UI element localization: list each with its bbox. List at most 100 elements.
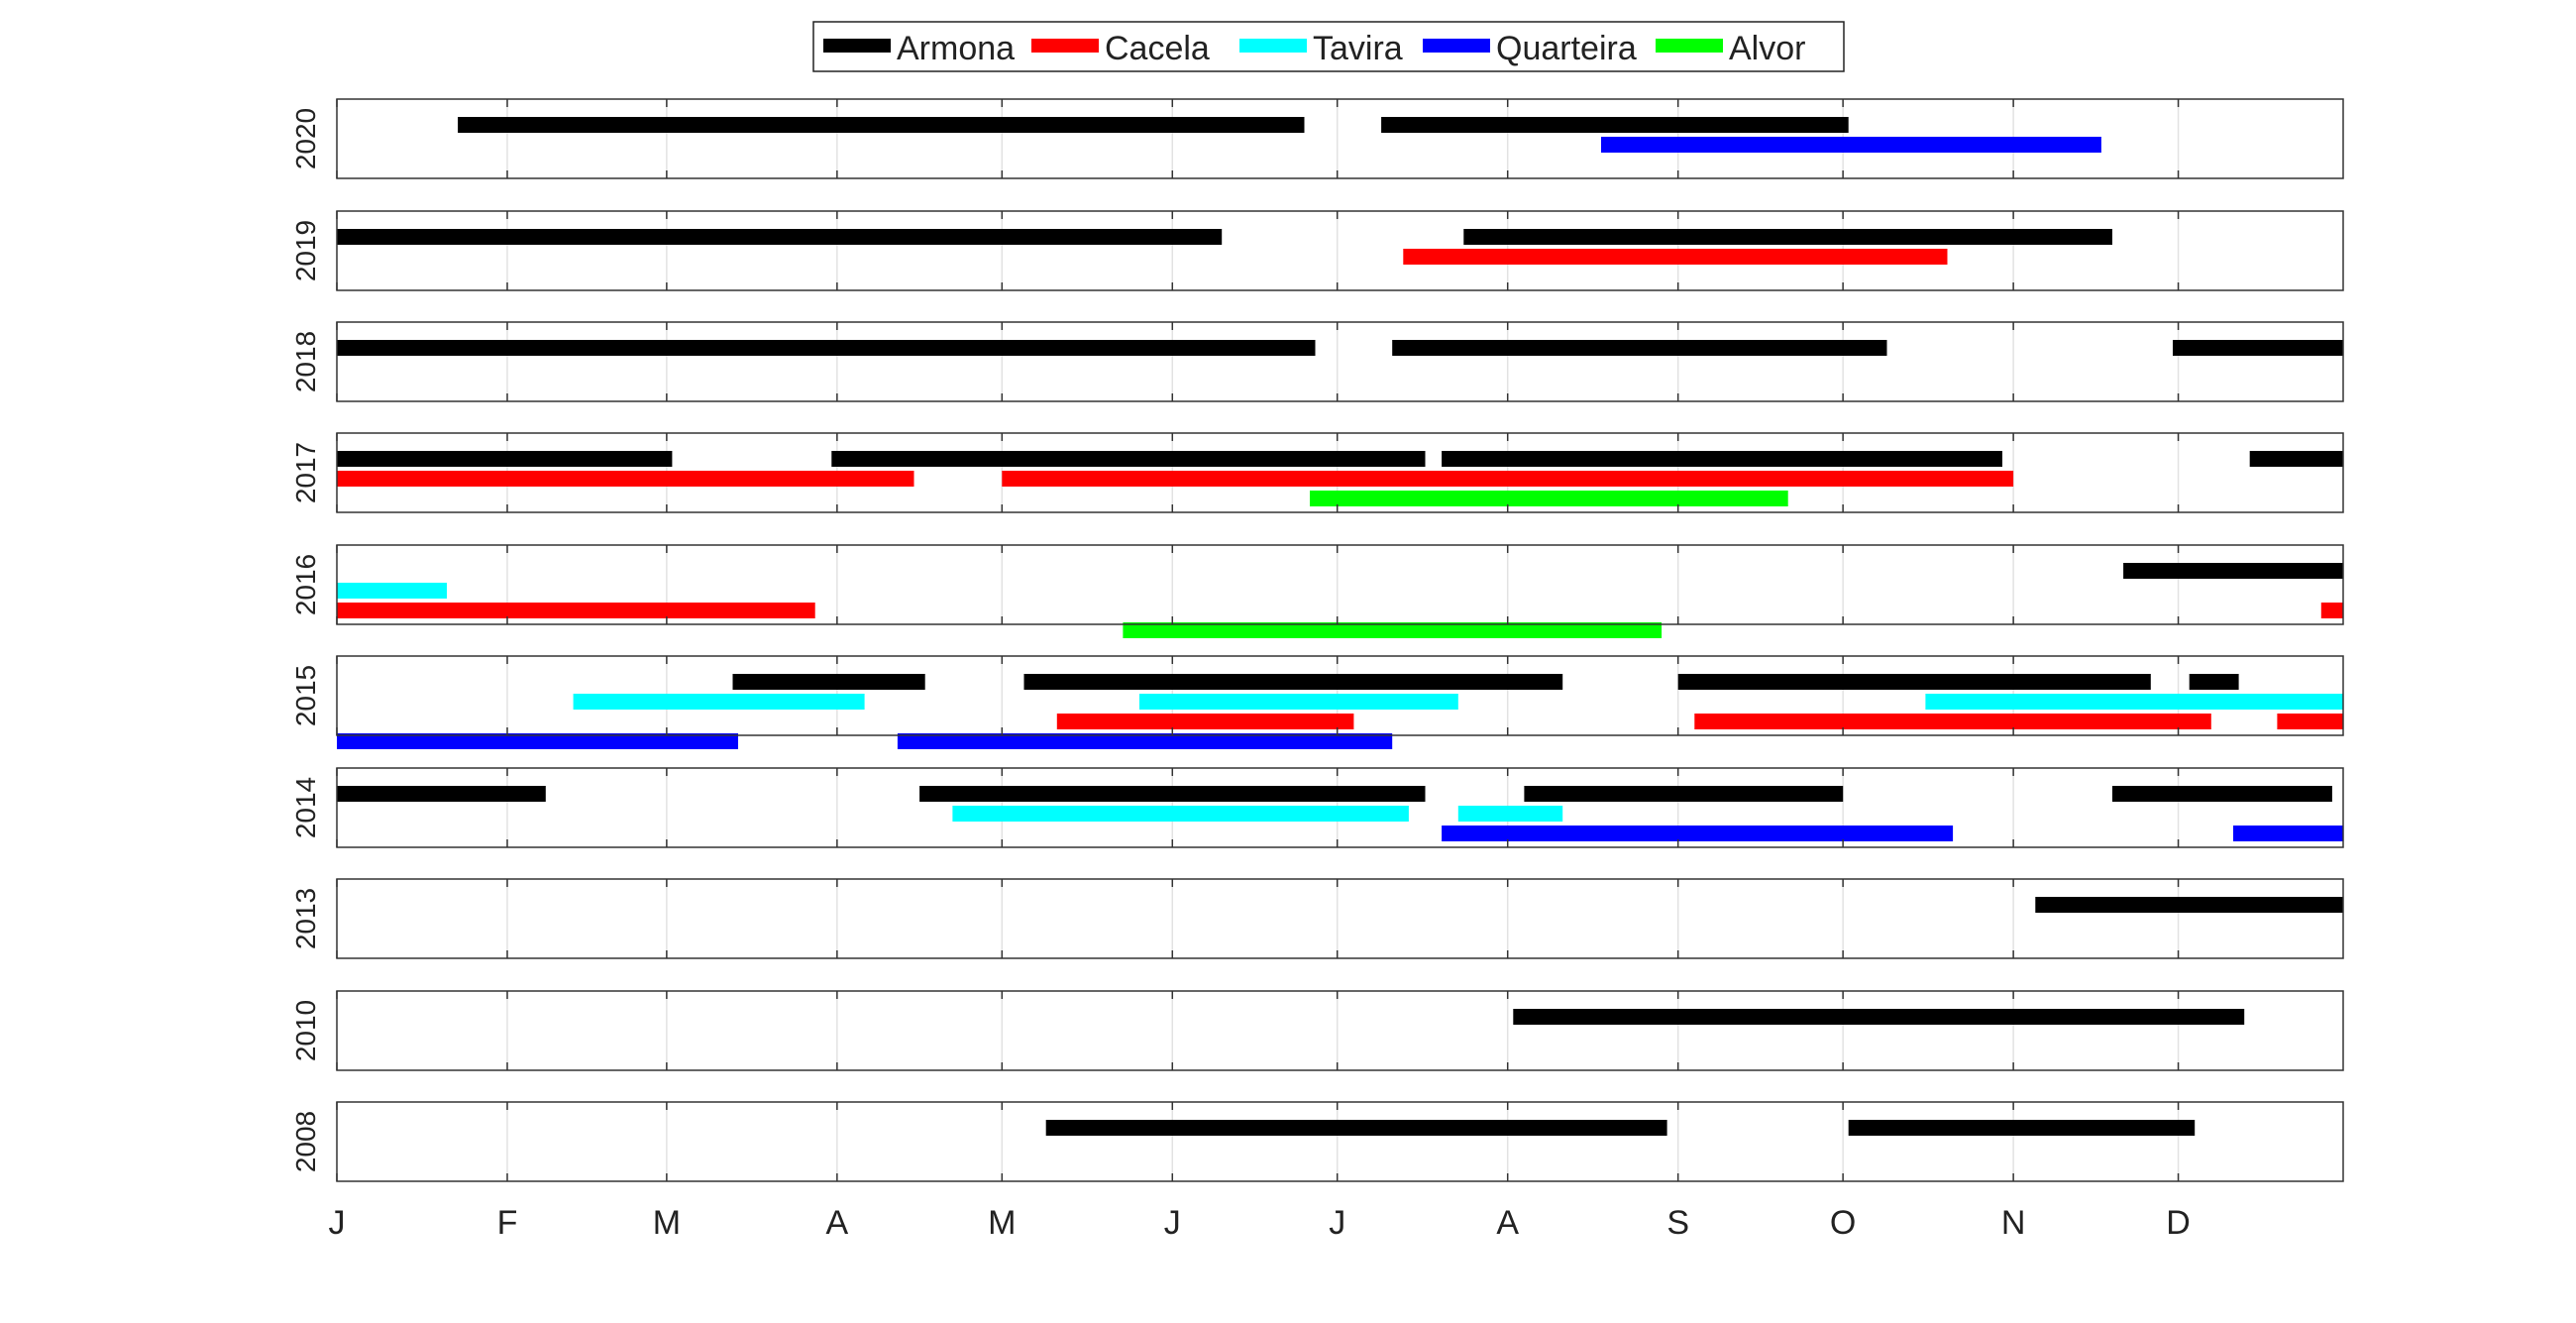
bar-tavira — [1925, 694, 2343, 710]
panel-2018: 2018 — [290, 321, 2344, 402]
bar-alvor — [1123, 622, 1663, 638]
bar-tavira — [1139, 694, 1458, 710]
legend-swatch-alvor — [1656, 39, 1723, 53]
bar-armona — [1023, 674, 1563, 690]
bar-cacela — [1056, 714, 1354, 729]
bar-armona — [337, 451, 673, 467]
x-tick-label: J — [1164, 1204, 1181, 1242]
bar-alvor — [1310, 491, 1788, 506]
bar-armona — [1677, 674, 2151, 690]
bar-armona — [1392, 340, 1887, 356]
bar-tavira — [573, 694, 865, 710]
panel-frame — [336, 655, 2344, 736]
panel-frame — [336, 98, 2344, 179]
year-label: 2018 — [290, 331, 321, 392]
legend-swatch-armona — [823, 39, 891, 53]
panel-frame — [336, 878, 2344, 959]
legend-label-tavira: Tavira — [1313, 30, 1403, 67]
bar-armona — [2189, 674, 2239, 690]
bar-armona — [1442, 451, 2002, 467]
bar-armona — [2123, 563, 2343, 579]
panel-2017: 2017 — [290, 432, 2344, 513]
bar-tavira — [337, 583, 447, 599]
bar-armona — [337, 229, 1223, 245]
panel-background — [337, 1102, 2343, 1181]
legend-swatch-quarteira — [1423, 39, 1490, 53]
bar-cacela — [337, 471, 914, 487]
year-label: 2015 — [290, 665, 321, 726]
year-label: 2017 — [290, 442, 321, 503]
bar-quarteira — [1601, 137, 2101, 153]
x-tick-label: M — [988, 1204, 1016, 1242]
legend-label-cacela: Cacela — [1105, 30, 1210, 67]
year-label: 2016 — [290, 554, 321, 615]
year-label: 2010 — [290, 1000, 321, 1061]
legend-swatch-cacela — [1031, 39, 1099, 53]
bar-armona — [1513, 1009, 2245, 1025]
panel-2014: 2014 — [290, 767, 2344, 848]
bar-armona — [2035, 897, 2343, 913]
bar-cacela — [337, 603, 815, 618]
bar-armona — [1524, 786, 1844, 802]
panel-2019: 2019 — [290, 210, 2344, 291]
bar-cacela — [1403, 249, 1948, 265]
bar-armona — [337, 786, 546, 802]
x-tick-label: O — [1830, 1204, 1856, 1242]
x-tick-label: S — [1666, 1204, 1689, 1242]
panel-2015: 2015 — [290, 655, 2344, 749]
bar-armona — [2249, 451, 2343, 467]
x-tick-label: M — [653, 1204, 681, 1242]
x-tick-label: D — [2166, 1204, 2191, 1242]
panel-2020: 2020 — [290, 98, 2344, 179]
panel-background — [337, 322, 2343, 401]
bar-armona — [732, 674, 925, 690]
x-tick-label: A — [1496, 1204, 1519, 1242]
bar-cacela — [2320, 603, 2343, 618]
panel-2008: 2008 — [290, 1101, 2344, 1182]
panel-frame — [336, 210, 2344, 291]
x-tick-label: A — [826, 1204, 849, 1242]
panel-background — [337, 211, 2343, 290]
panel-background — [337, 879, 2343, 958]
bar-quarteira — [1442, 826, 1954, 841]
panel-frame — [336, 432, 2344, 513]
bar-quarteira — [897, 733, 1393, 749]
bar-tavira — [952, 806, 1409, 822]
panel-frame — [336, 321, 2344, 402]
panel-background — [337, 991, 2343, 1070]
bar-armona — [2173, 340, 2343, 356]
bar-armona — [1381, 117, 1849, 133]
bar-armona — [831, 451, 1426, 467]
bar-armona — [1045, 1120, 1667, 1136]
panel-frame — [336, 767, 2344, 848]
bar-armona — [458, 117, 1305, 133]
legend-label-alvor: Alvor — [1729, 30, 1805, 67]
bar-cacela — [1002, 471, 2014, 487]
panels: 2020 2019 2018 2017 2016 2015 2014 2013 2010 2008 — [290, 98, 2344, 1182]
year-label: 2020 — [290, 108, 321, 169]
bar-quarteira — [2233, 826, 2343, 841]
x-tick-label: J — [1329, 1204, 1345, 1242]
bar-armona — [1463, 229, 2112, 245]
panel-frame — [336, 1101, 2344, 1182]
x-tick-label: J — [329, 1204, 346, 1242]
legend: Armona Cacela Tavira Quarteira Alvor — [812, 21, 1845, 72]
x-tick-label: F — [497, 1204, 518, 1242]
bar-cacela — [1694, 714, 2211, 729]
legend-swatch-tavira — [1239, 39, 1307, 53]
panel-frame — [336, 990, 2344, 1071]
bar-tavira — [1457, 806, 1563, 822]
bar-armona — [337, 340, 1316, 356]
bar-armona — [2112, 786, 2332, 802]
panel-2010: 2010 — [290, 990, 2344, 1071]
bar-armona — [919, 786, 1426, 802]
year-label: 2008 — [290, 1111, 321, 1172]
bar-cacela — [2277, 714, 2343, 729]
legend-label-armona: Armona — [897, 30, 1015, 67]
panel-2013: 2013 — [290, 878, 2344, 959]
year-label: 2014 — [290, 777, 321, 838]
legend-label-quarteira: Quarteira — [1496, 30, 1637, 67]
panel-frame — [336, 544, 2344, 625]
